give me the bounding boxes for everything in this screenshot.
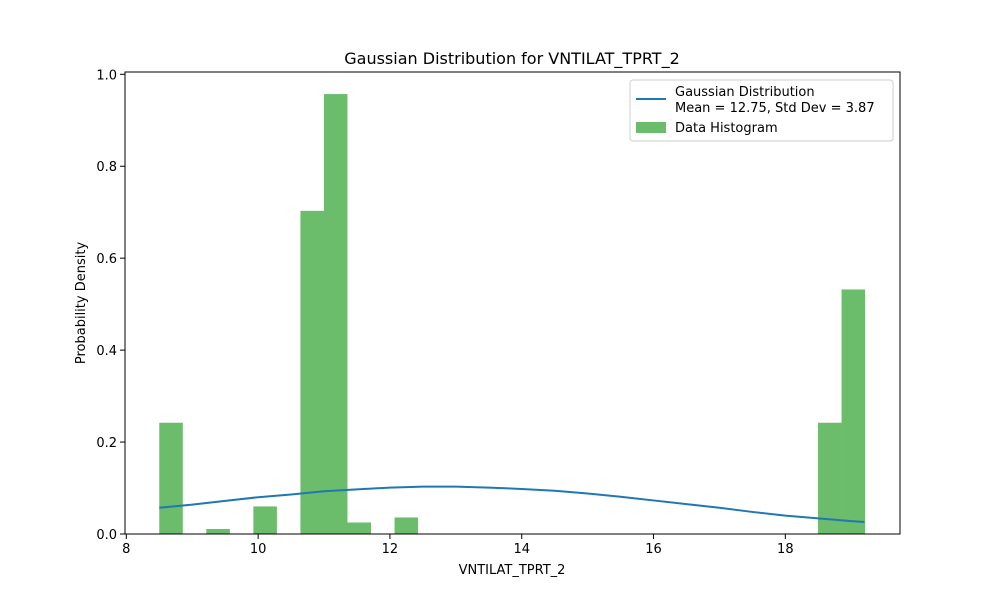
histogram-bar [394, 517, 419, 534]
y-axis-label: Probability Density [74, 242, 89, 365]
histogram-bar [347, 522, 372, 534]
x-tick-label: 8 [122, 542, 130, 557]
histogram-bar [841, 289, 866, 534]
histogram-bar [206, 528, 230, 534]
x-axis-label: VNTILAT_TPRT_2 [459, 563, 566, 578]
y-tick-label: 0.6 [96, 252, 117, 267]
histogram-bar [159, 422, 183, 534]
legend-histogram-label: Data Histogram [675, 121, 778, 136]
histogram-bar [253, 506, 277, 534]
histogram-bar [323, 94, 348, 534]
x-tick-label: 12 [382, 542, 399, 557]
axes-frame [124, 71, 901, 535]
x-tick-label: 14 [513, 542, 530, 557]
histogram-bar [818, 422, 842, 534]
x-axis-ticks: 8 10 12 14 16 18 [122, 534, 794, 557]
histogram-bar [300, 210, 324, 535]
legend-bar-swatch [636, 122, 666, 133]
y-tick-label: 0.2 [96, 436, 117, 451]
legend-gaussian-label-line1: Gaussian Distribution [675, 85, 815, 100]
histogram-bars [159, 94, 866, 535]
gaussian-curve [159, 485, 865, 524]
y-tick-label: 0.4 [96, 344, 117, 359]
gaussian-curve-group [159, 485, 865, 524]
x-tick-label: 10 [250, 542, 267, 557]
y-tick-label: 1.0 [96, 68, 117, 83]
y-tick-label: 0.0 [96, 528, 117, 543]
chart-title: Gaussian Distribution for VNTILAT_TPRT_2 [344, 49, 680, 69]
y-axis-ticks: 0.0 0.2 0.4 0.6 0.8 1.0 [96, 68, 125, 543]
x-tick-label: 16 [645, 542, 662, 557]
legend: Gaussian Distribution Mean = 12.75, Std … [629, 79, 894, 142]
x-tick-label: 18 [777, 542, 794, 557]
y-tick-label: 0.8 [96, 160, 117, 175]
legend-gaussian-label-line2: Mean = 12.75, Std Dev = 3.87 [675, 101, 875, 116]
legend-box [629, 79, 894, 142]
